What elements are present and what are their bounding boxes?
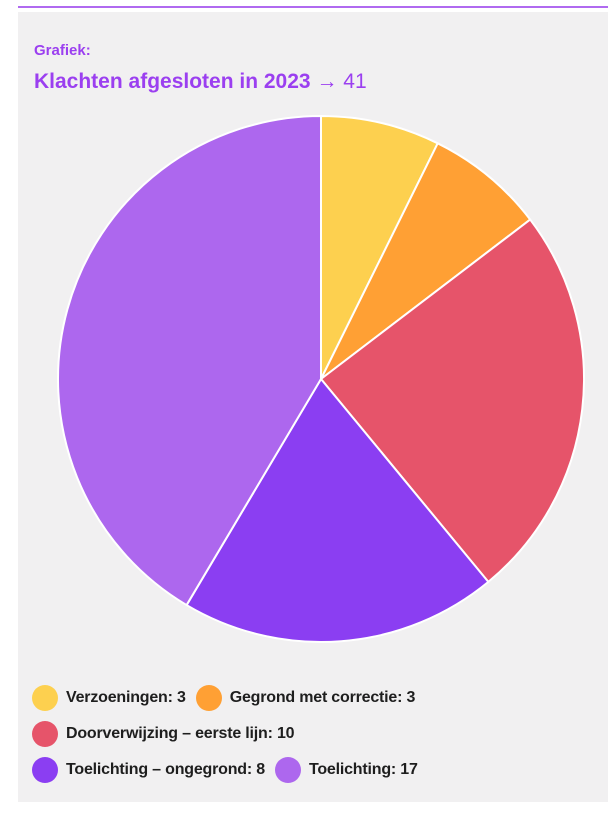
chart-title: Klachten afgesloten in 2023 xyxy=(34,70,311,93)
pie-slice-toelichting-ongegrond xyxy=(185,378,490,643)
pie-slice-toelichting xyxy=(57,115,322,607)
legend-row-1: Verzoeningen: 3 Gegrond met correctie: 3 xyxy=(32,680,592,716)
legend-label: Toelichting – ongegrond: 8 xyxy=(66,761,265,778)
legend-label: Doorverwijzing – eerste lijn: 10 xyxy=(66,725,295,742)
pie-slice-gegrond-met-correctie xyxy=(320,142,532,380)
legend-swatch xyxy=(32,685,58,711)
legend-row-3: Toelichting – ongegrond: 8 Toelichting: … xyxy=(32,752,592,788)
legend-item-gegrond: Gegrond met correctie: 3 xyxy=(195,685,416,711)
pie-chart xyxy=(57,115,585,643)
legend-item-verzoeningen: Verzoeningen: 3 xyxy=(32,685,186,711)
arrow-right-icon: → xyxy=(316,70,338,93)
legend-label: Verzoeningen: 3 xyxy=(66,689,186,706)
legend-label: Toelichting: 17 xyxy=(308,761,418,778)
top-divider xyxy=(18,6,608,8)
pie-slice-verzoeningen xyxy=(320,115,439,380)
legend-swatch xyxy=(32,757,58,783)
pie-slice-doorverwijzing-eerste-lijn xyxy=(320,218,585,583)
chart-eyebrow: Grafiek: xyxy=(34,42,91,59)
legend-swatch xyxy=(195,685,222,711)
legend-item-toelichting-ongegrond: Toelichting – ongegrond: 8 xyxy=(32,757,265,783)
total-count: 41 xyxy=(343,70,367,93)
chart-title-line: Klachten afgesloten in 2023 → 41 xyxy=(34,70,367,94)
legend-item-doorverwijzing: Doorverwijzing – eerste lijn: 10 xyxy=(32,721,295,747)
legend-swatch xyxy=(32,721,58,747)
chart-legend: Verzoeningen: 3 Gegrond met correctie: 3… xyxy=(32,680,592,788)
legend-label: Gegrond met correctie: 3 xyxy=(229,689,416,706)
legend-swatch xyxy=(274,757,301,783)
legend-item-toelichting: Toelichting: 17 xyxy=(274,757,418,783)
legend-row-2: Doorverwijzing – eerste lijn: 10 xyxy=(32,716,592,752)
